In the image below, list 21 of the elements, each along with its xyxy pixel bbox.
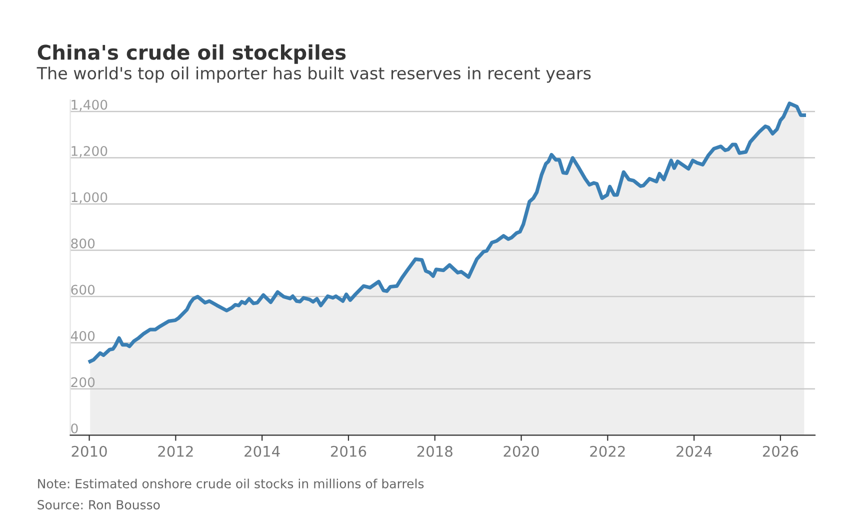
source-note: Source: Ron Bousso xyxy=(38,500,160,510)
y-tick-label: 1,400 xyxy=(72,100,108,112)
y-tick-label: 800 xyxy=(71,238,95,248)
x-tick-label: 2014 xyxy=(244,446,280,457)
x-tick-label: 2026 xyxy=(762,446,798,457)
x-tick-label: 2016 xyxy=(330,446,366,457)
y-tick-label: 600 xyxy=(71,284,95,295)
x-tick-label: 2010 xyxy=(72,446,107,457)
y-tick-label: 200 xyxy=(71,377,95,388)
x-tick-label: 2022 xyxy=(590,446,625,457)
x-tick-label: 2018 xyxy=(417,446,452,457)
text: Note: Estimated onshore crude oil stocks in millions of barrels xyxy=(38,478,424,488)
chart-title: China's crude oil stockpiles xyxy=(38,44,346,64)
x-tick-label: 2020 xyxy=(504,446,539,457)
x-tick-label: 2012 xyxy=(158,446,193,457)
chart-subtitle: The world's top oil importer has built vast reserves in recent years xyxy=(36,66,591,83)
y-tick-label: 0 xyxy=(71,423,78,434)
y-tick-label: 1,000 xyxy=(72,192,108,204)
y-tick-label: 1,200 xyxy=(72,146,108,158)
x-tick-label: 2024 xyxy=(676,446,712,457)
y-tick-label: 400 xyxy=(70,330,95,341)
